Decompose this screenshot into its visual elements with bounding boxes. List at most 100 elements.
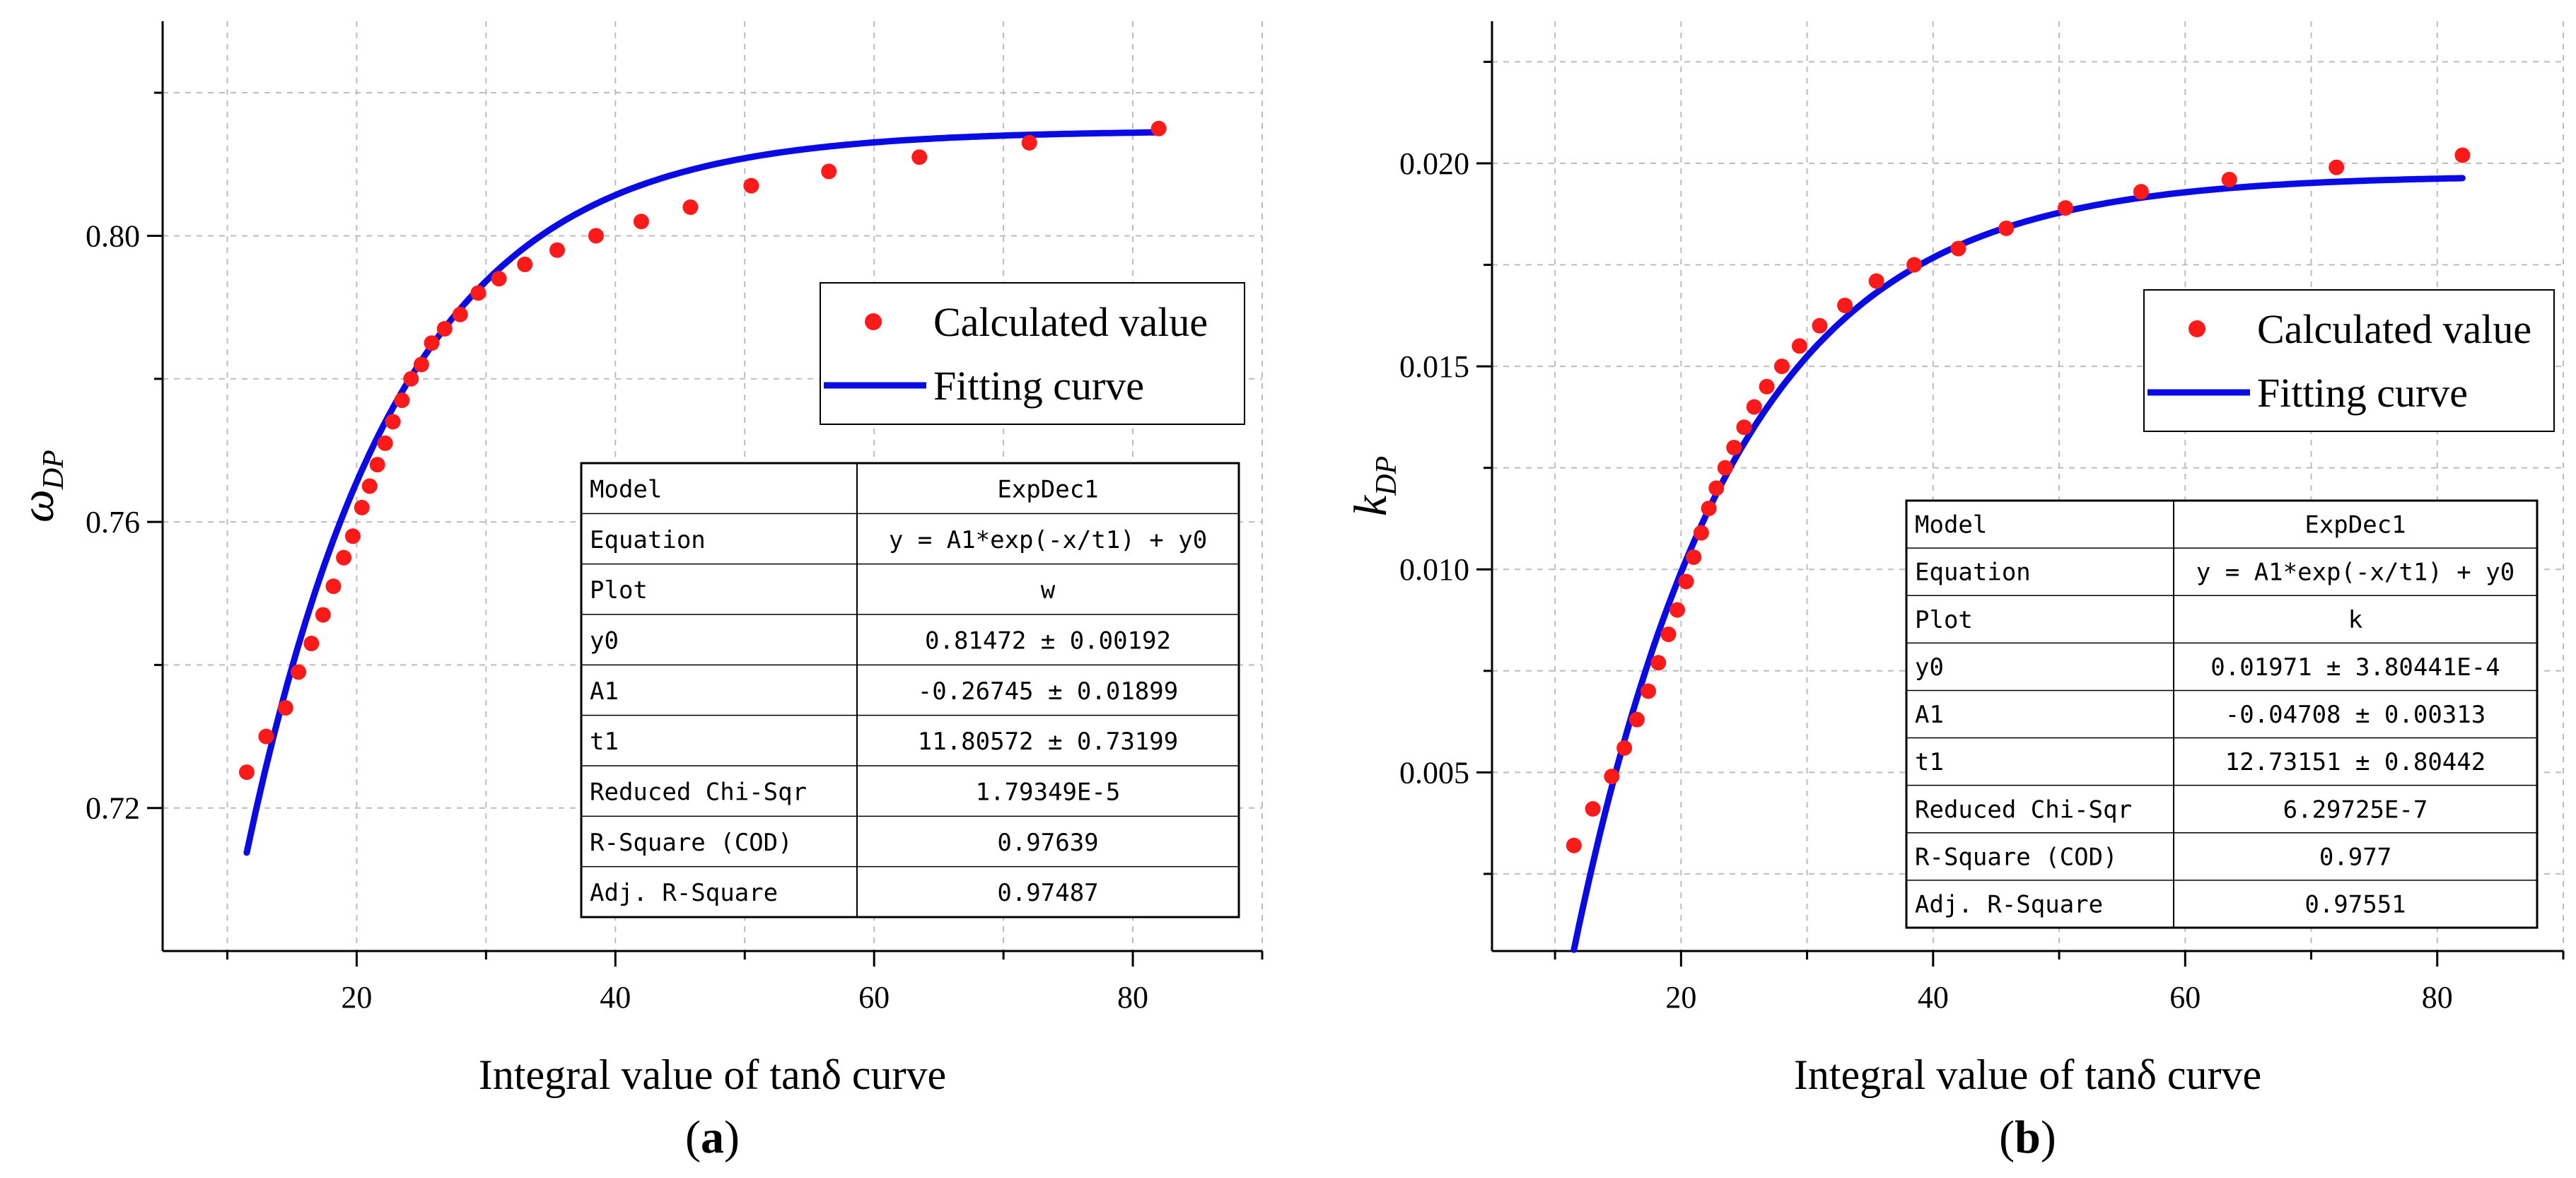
stats-table-key: Reduced Chi-Sqr bbox=[590, 778, 807, 807]
x-tick-label: 80 bbox=[1117, 980, 1148, 1015]
stats-table-key: Equation bbox=[590, 526, 706, 554]
calculated-value-point bbox=[1585, 801, 1601, 817]
calculated-value-point bbox=[1726, 439, 1742, 455]
calculated-value-point bbox=[1736, 419, 1752, 436]
stats-table-key: R-Square (COD) bbox=[1915, 843, 2118, 871]
stats-table-value: 0.97639 bbox=[997, 829, 1098, 857]
calculated-value-point bbox=[1837, 297, 1853, 313]
y-axis-label: kDP bbox=[1345, 456, 1403, 516]
calculated-value-point bbox=[491, 271, 507, 287]
panel-a: 20 40 60 80 0.72 0.76 0.80 Integral value of ta… bbox=[12, 21, 1264, 1163]
stats-table-value: -0.26745 ± 0.01899 bbox=[918, 677, 1178, 706]
calculated-value-point bbox=[403, 371, 419, 387]
calculated-value-point bbox=[633, 214, 649, 230]
panel-label-close: ) bbox=[2041, 1112, 2056, 1163]
y-tick-label: 0.010 bbox=[1399, 552, 1469, 587]
legend-box bbox=[2143, 289, 2555, 432]
y-tick-label: 0.80 bbox=[86, 218, 140, 253]
stats-table-value: 0.01971 ± 3.80441E-4 bbox=[2210, 653, 2500, 682]
panel-b: 20 40 60 80 0.005 0.010 0.015 0.020 Integral val… bbox=[1345, 21, 2565, 1163]
calculated-value-point bbox=[1693, 525, 1709, 541]
x-tick-label: 20 bbox=[1665, 980, 1696, 1015]
legend-label-fitting: Fitting curve bbox=[933, 363, 1144, 409]
calculated-value-point bbox=[1566, 837, 1582, 853]
x-axis-label: Integral value of tanδ curve bbox=[479, 1051, 946, 1098]
panel-label-close: ) bbox=[724, 1112, 740, 1163]
stats-table-key: Plot bbox=[590, 576, 648, 605]
x-tick-label: 60 bbox=[2169, 980, 2201, 1015]
calculated-value-point bbox=[1701, 501, 1717, 517]
calculated-value-point bbox=[1669, 602, 1686, 618]
stats-table-key: t1 bbox=[590, 728, 619, 756]
stats-table bbox=[1905, 499, 2539, 929]
calculated-value-point bbox=[2329, 159, 2345, 175]
stats-table-value: 0.977 bbox=[2319, 843, 2391, 871]
panel-label-open: ( bbox=[685, 1112, 701, 1163]
stats-table-key: t1 bbox=[1915, 748, 1944, 776]
stats-table bbox=[580, 462, 1240, 919]
calculated-value-point bbox=[1708, 480, 1725, 496]
calculated-value-point bbox=[303, 636, 320, 652]
calculated-value-point bbox=[1868, 273, 1884, 289]
calculated-value-point bbox=[1686, 549, 1702, 565]
stats-table-key: Reduced Chi-Sqr bbox=[1915, 795, 2132, 824]
calculated-value-point bbox=[369, 457, 385, 473]
y-axis-label: ωDP bbox=[12, 450, 70, 523]
legend-label-fitting: Fitting curve bbox=[2257, 370, 2468, 416]
stats-table-value: 0.97551 bbox=[2304, 891, 2406, 919]
x-axis-label: Integral value of tanδ curve bbox=[1794, 1051, 2261, 1098]
calculated-value-point bbox=[2133, 184, 2149, 200]
calculated-value-point bbox=[470, 285, 486, 301]
calculated-value-point bbox=[394, 392, 410, 409]
stats-table-key: Equation bbox=[1915, 559, 2031, 587]
stats-table-key: A1 bbox=[1915, 701, 1944, 729]
legend-marker-calculated bbox=[2189, 320, 2205, 337]
y-tick-label: 0.72 bbox=[86, 791, 140, 826]
x-tick-label: 80 bbox=[2422, 980, 2453, 1015]
x-tick-label: 60 bbox=[858, 980, 890, 1015]
panel-label-letter: b bbox=[2015, 1112, 2041, 1163]
calculated-value-point bbox=[258, 728, 274, 745]
calculated-value-point bbox=[277, 700, 293, 716]
y-axis-label-subscript: DP bbox=[1370, 456, 1403, 496]
stats-table-value: y = A1*exp(-x/t1) + y0 bbox=[889, 526, 1207, 554]
calculated-value-point bbox=[436, 320, 453, 337]
stats-table-key: R-Square (COD) bbox=[590, 829, 793, 857]
stats-table-value: w bbox=[1041, 576, 1056, 605]
calculated-value-point bbox=[911, 149, 928, 165]
calculated-value-point bbox=[452, 306, 468, 322]
y-tick-label: 0.015 bbox=[1399, 349, 1469, 384]
panel-label: (a) bbox=[685, 1112, 740, 1163]
calculated-value-point bbox=[413, 356, 429, 373]
calculated-value-point bbox=[238, 764, 255, 781]
calculated-value-point bbox=[2454, 147, 2471, 163]
calculated-value-point bbox=[1759, 378, 1775, 395]
calculated-value-point bbox=[1616, 740, 1633, 756]
calculated-value-point bbox=[361, 478, 378, 494]
calculated-value-point bbox=[1773, 358, 1790, 375]
x-tick-label: 20 bbox=[341, 980, 372, 1015]
calculated-value-point bbox=[1150, 120, 1167, 136]
calculated-value-point bbox=[1998, 220, 2015, 236]
calculated-value-point bbox=[2057, 200, 2073, 216]
stats-table-key: Model bbox=[590, 476, 662, 504]
calculated-value-point bbox=[325, 578, 342, 595]
stats-table-key: y0 bbox=[590, 627, 619, 655]
calculated-value-point bbox=[1746, 399, 1762, 415]
calculated-value-point bbox=[291, 664, 307, 680]
stats-table-value: ExpDec1 bbox=[2304, 511, 2406, 540]
panel-label-letter: a bbox=[701, 1112, 724, 1163]
calculated-value-point bbox=[1021, 134, 1037, 151]
legend-label-calculated: Calculated value bbox=[933, 299, 1208, 345]
calculated-value-point bbox=[315, 607, 331, 623]
panel-label-open: ( bbox=[1999, 1112, 2015, 1163]
calculated-value-point bbox=[1650, 655, 1667, 671]
calculated-value-point bbox=[517, 256, 533, 272]
stats-table-key: Plot bbox=[1915, 606, 1973, 634]
calculated-value-point bbox=[1678, 573, 1694, 590]
stats-table-key: y0 bbox=[1915, 653, 1944, 682]
calculated-value-point bbox=[549, 242, 565, 258]
legend-box bbox=[820, 282, 1245, 425]
stats-table-key: A1 bbox=[590, 677, 619, 706]
